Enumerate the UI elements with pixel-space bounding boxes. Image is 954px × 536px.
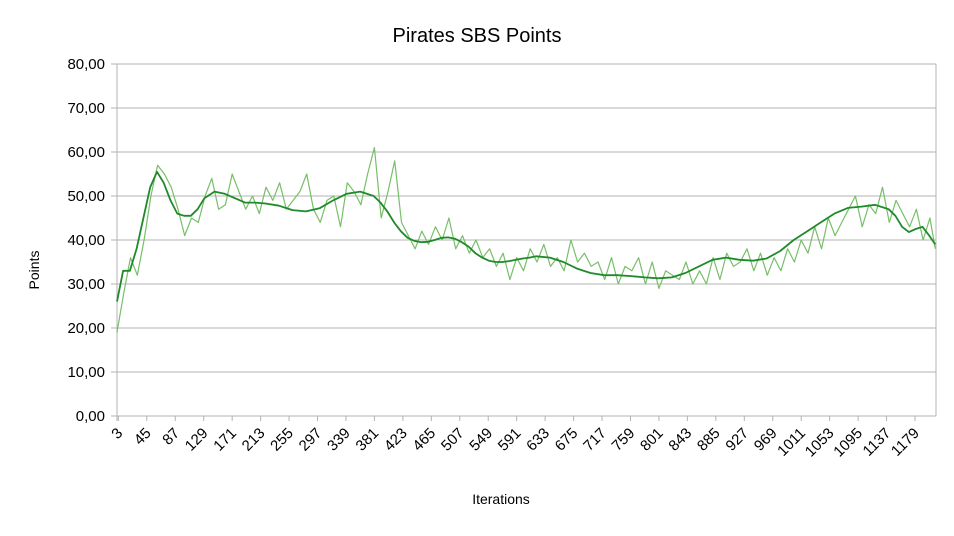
x-tick-label: 927 xyxy=(722,425,752,455)
x-tick-label: 675 xyxy=(552,425,582,455)
chart-title: Pirates SBS Points xyxy=(393,25,562,47)
x-axis-ticks: 3 45 8712917121325529733938142346550754959… xyxy=(108,416,923,460)
x-tick-label: 213 xyxy=(239,425,269,455)
x-tick-label: 507 xyxy=(438,425,468,455)
x-tick-label: 1011 xyxy=(774,425,809,460)
x-tick-label: 591 xyxy=(495,425,525,455)
y-tick-label: 60,00 xyxy=(67,144,105,161)
y-tick-label: 50,00 xyxy=(67,188,105,205)
x-tick-label: 549 xyxy=(466,425,496,455)
y-axis-ticks: 0,00 10,00 20,00 30,00 40,00 50,00 60,00 70,00 8… xyxy=(67,56,105,425)
y-tick-label: 0,00 xyxy=(76,408,105,425)
y-tick-label: 20,00 xyxy=(67,320,105,337)
x-tick-label: 255 xyxy=(267,425,297,455)
x-tick-label: 465 xyxy=(409,425,439,455)
x-tick-label: 339 xyxy=(324,425,354,455)
x-tick-label: 45 xyxy=(131,425,155,449)
y-tick-label: 10,00 xyxy=(67,364,105,381)
x-tick-label: 423 xyxy=(381,425,411,455)
x-tick-label: 633 xyxy=(523,425,553,455)
x-tick-label: 171 xyxy=(210,425,240,455)
x-tick-label: 843 xyxy=(665,425,695,455)
x-tick-label: 1095 xyxy=(830,425,866,461)
y-tick-label: 80,00 xyxy=(67,56,105,73)
x-tick-label: 3 xyxy=(108,425,126,443)
x-tick-label: 1137 xyxy=(860,425,895,460)
trend-series-line xyxy=(116,170,937,302)
y-tick-label: 70,00 xyxy=(67,100,105,117)
y-tick-label: 40,00 xyxy=(67,232,105,249)
x-axis-title: Iterations xyxy=(472,491,530,507)
x-tick-label: 129 xyxy=(182,425,212,455)
y-axis-title: Points xyxy=(26,251,42,290)
x-tick-label: 717 xyxy=(580,425,610,455)
y-tick-label: 30,00 xyxy=(67,276,105,293)
x-tick-label: 1053 xyxy=(802,425,838,461)
raw-series-line xyxy=(116,147,936,333)
x-tick-label: 885 xyxy=(694,425,724,455)
x-tick-label: 297 xyxy=(296,425,326,455)
x-tick-label: 759 xyxy=(609,425,639,455)
x-tick-label: 87 xyxy=(159,425,183,449)
series-group xyxy=(116,147,937,333)
grid-lines xyxy=(111,63,937,421)
x-tick-label: 801 xyxy=(637,425,667,455)
x-tick-label: 1179 xyxy=(888,425,923,460)
x-tick-label: 381 xyxy=(353,425,383,455)
